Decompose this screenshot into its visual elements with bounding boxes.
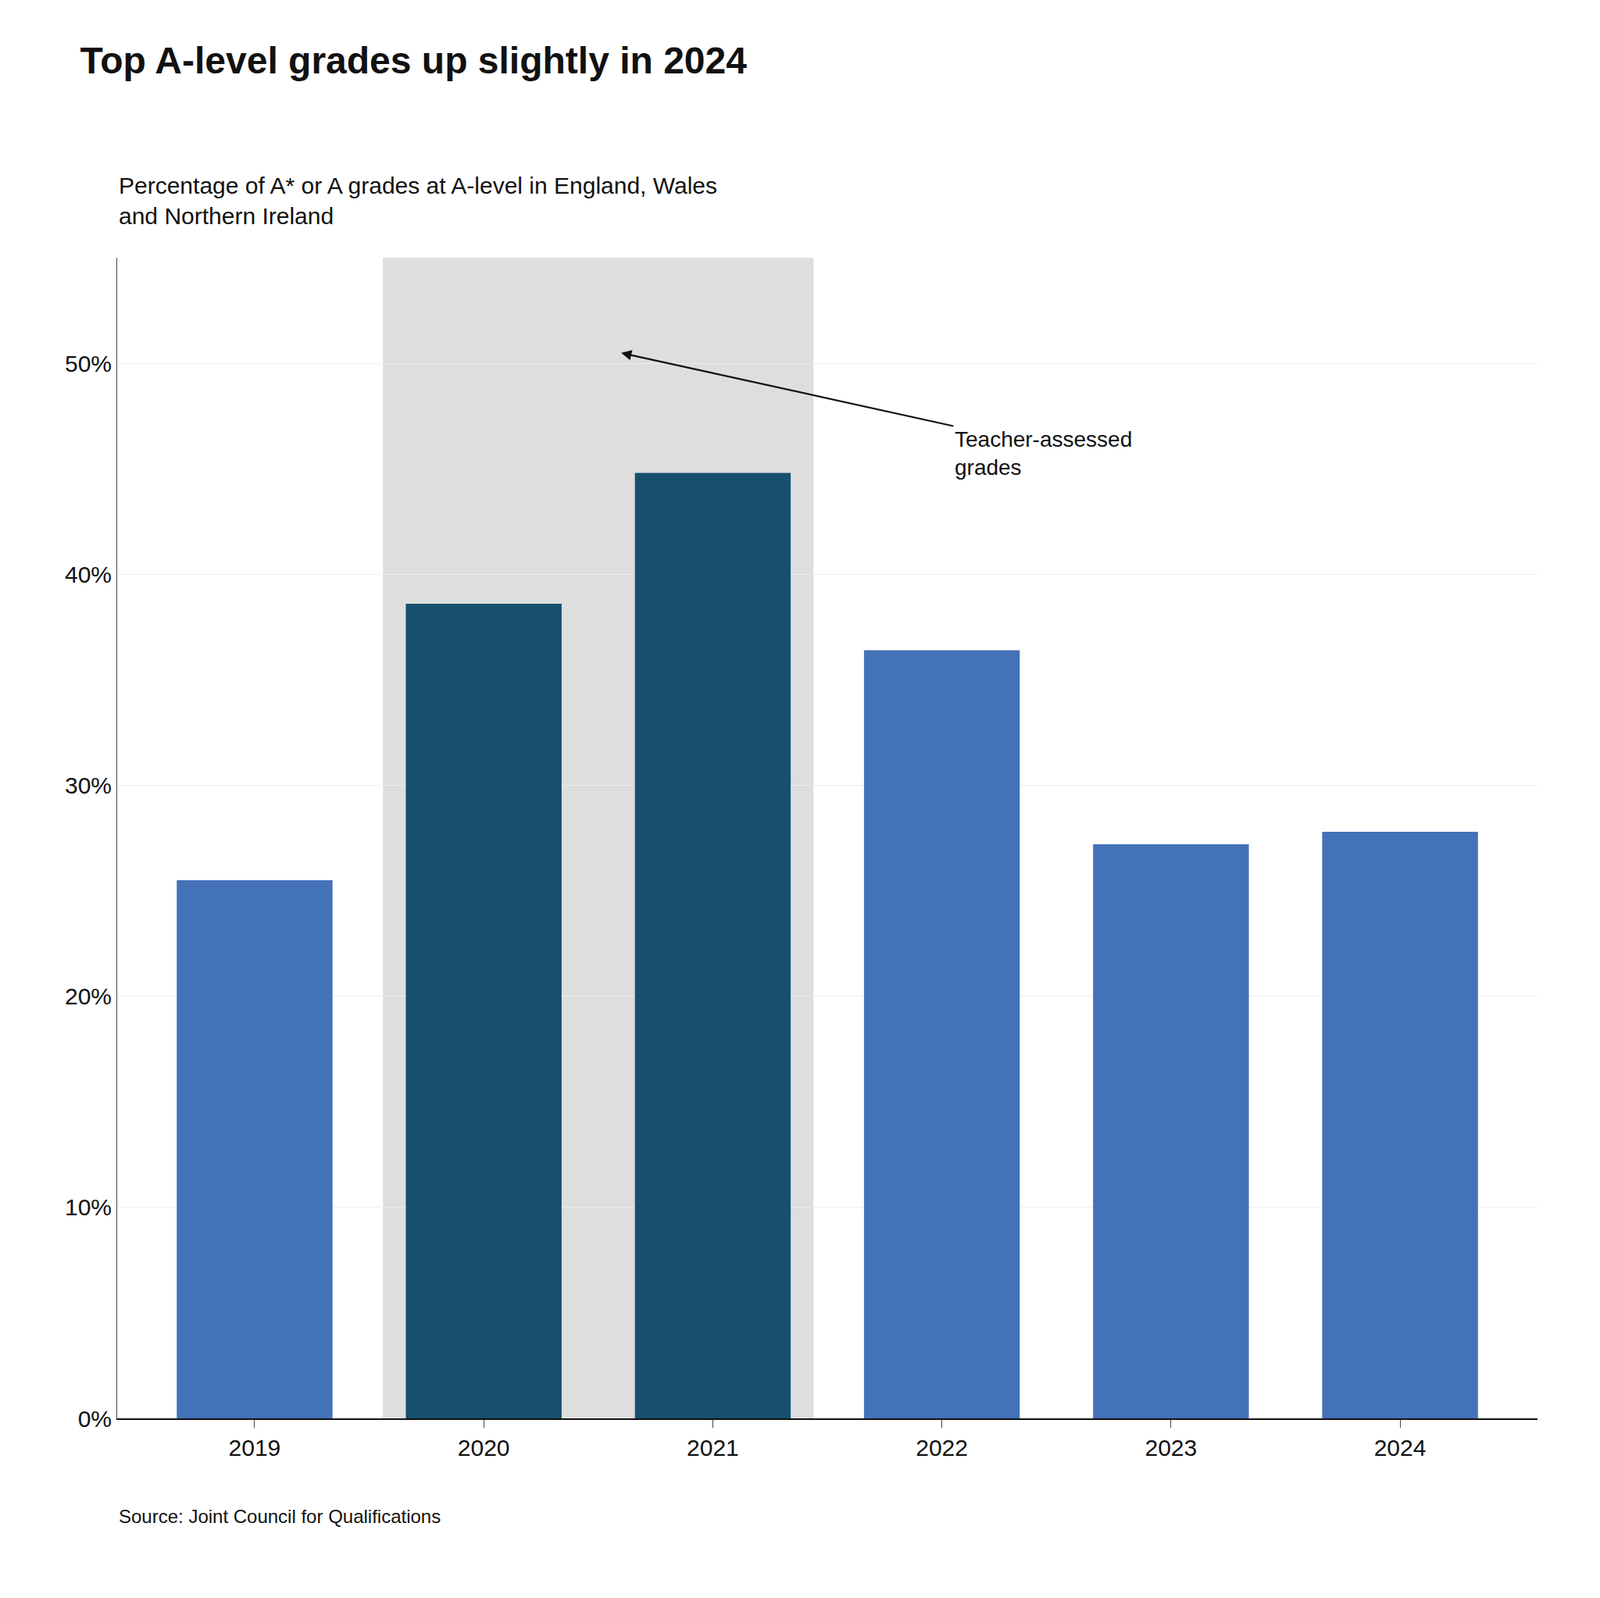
svg-text:2019: 2019 [228, 1435, 282, 1461]
svg-text:30%: 30% [64, 772, 112, 799]
svg-text:0%: 0% [78, 1406, 112, 1433]
svg-text:2024: 2024 [1374, 1435, 1427, 1461]
svg-text:Teacher-assessedgrades: Teacher-assessedgrades [954, 427, 1133, 480]
svg-text:2023: 2023 [1144, 1435, 1197, 1461]
svg-text:Percentage of A* or A grades a: Percentage of A* or A grades at A-level … [118, 172, 718, 229]
svg-text:10%: 10% [64, 1194, 112, 1221]
svg-text:Top A-level grades up slightly: Top A-level grades up slightly in 2024 [79, 39, 747, 82]
svg-text:2021: 2021 [686, 1435, 740, 1461]
svg-text:2022: 2022 [915, 1435, 968, 1461]
svg-text:20%: 20% [64, 983, 112, 1010]
svg-text:50%: 50% [64, 350, 112, 377]
svg-text:2020: 2020 [457, 1435, 511, 1461]
svg-text:40%: 40% [64, 561, 112, 588]
svg-text:Source: Joint Council for Qual: Source: Joint Council for Qualifications [118, 1506, 441, 1528]
